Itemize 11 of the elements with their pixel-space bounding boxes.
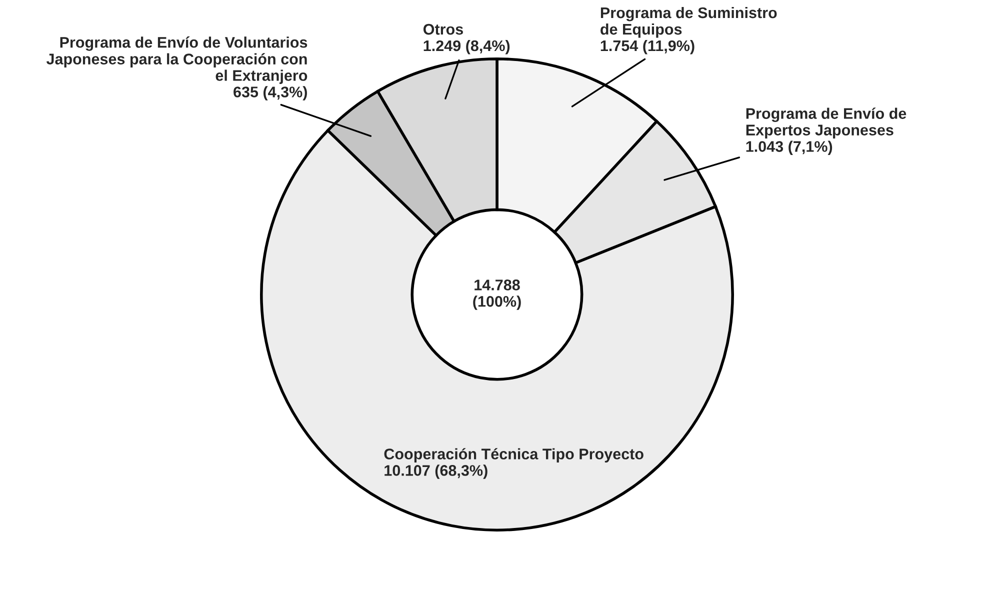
data-label: 635 (4,3%) (234, 86, 307, 100)
slice-label: Programa de Envío de Expertos Japoneses (746, 108, 906, 138)
data-label: 1.754 (11,9%) (600, 40, 694, 54)
slice-label: Programa de Suministro de Equipos (600, 6, 777, 38)
slice-label: Otros (423, 24, 463, 35)
data-label: 1.249 (8,4%) (424, 40, 510, 54)
slice-label: Cooperación Técnica Tipo Proyecto (384, 448, 644, 462)
data-label: 10.107 (68,3%) (384, 464, 488, 479)
text: 14.788 (100%) (473, 280, 521, 310)
data-label: 1.043 (7,1%) (746, 140, 832, 155)
slice-label: Programa de Envío de Voluntarios Japoneses para la Cooperación con el Extranjero (46, 36, 308, 84)
